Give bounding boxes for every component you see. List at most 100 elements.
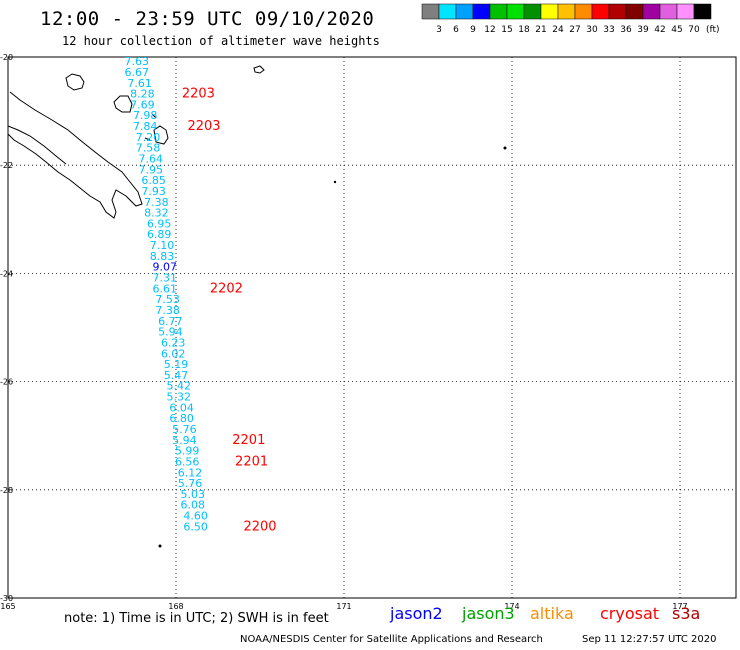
x-tick-label: 171	[336, 602, 351, 611]
legend-s3a: s3a	[672, 604, 701, 623]
swh-value: 5.47	[164, 369, 189, 382]
colorbar-label: 39	[637, 25, 649, 35]
y-tick-label: -22	[0, 161, 13, 170]
swh-value: 7.31	[153, 272, 178, 285]
y-tick-label: -28	[0, 486, 13, 495]
swh-value: 7.63	[125, 55, 150, 68]
swh-value: 7.64	[139, 152, 164, 165]
colorbar-label: 36	[620, 25, 632, 35]
coastline-segment	[151, 113, 157, 119]
swh-value: 5.32	[167, 391, 192, 404]
island-dot	[333, 180, 337, 184]
time-label: 2201	[232, 433, 265, 448]
colorbar-label: 12	[484, 25, 495, 35]
swh-value: 7.95	[139, 163, 164, 176]
y-tick-label: -30	[0, 594, 13, 603]
swh-value: 6.56	[175, 455, 200, 468]
swh-value: 6.85	[141, 174, 166, 187]
generated-timestamp: Sep 11 12:27:57 UTC 2020	[582, 634, 717, 645]
colorbar-label: 27	[569, 25, 580, 35]
swh-value: 5.94	[158, 326, 183, 339]
colorbar-label: 30	[586, 25, 598, 35]
swh-value: 8.32	[144, 207, 169, 220]
swh-value: 6.23	[161, 336, 186, 349]
swh-value: 6.02	[161, 347, 186, 360]
footer-note: note: 1) Time is in UTC; 2) SWH is in fe…	[64, 611, 329, 626]
time-label: 2203	[187, 119, 220, 134]
time-label: 2203	[182, 87, 215, 102]
colorbar-label: 42	[654, 25, 665, 35]
swh-value: 7.20	[136, 131, 161, 144]
swh-value: 8.28	[130, 88, 155, 101]
swh-value: 5.03	[181, 488, 206, 501]
colorbar-label: 9	[470, 25, 476, 35]
y-tick-label: -20	[0, 53, 13, 62]
coastline	[7, 65, 265, 219]
swh-value: 7.10	[150, 239, 175, 252]
swh-value: 6.08	[181, 499, 206, 512]
x-tick-label: 177	[672, 602, 687, 611]
chart-subtitle: 12 hour collection of altimeter wave hei…	[62, 34, 380, 48]
swh-value: 6.12	[178, 466, 203, 479]
chart-title: 12:00 - 23:59 UTC 09/10/2020	[40, 8, 375, 30]
coastline-segment	[144, 137, 151, 141]
coastline-segment	[153, 125, 169, 145]
swh-value: 6.95	[147, 217, 172, 230]
swh-value: 5.76	[178, 477, 203, 490]
swh-value: 7.98	[133, 109, 158, 122]
swh-value: 6.61	[153, 282, 178, 295]
swh-value: 8.83	[150, 250, 175, 263]
coastline-segment	[7, 125, 67, 165]
x-tick-label: 168	[168, 602, 183, 611]
colorbar-unit: (ft)	[706, 25, 720, 35]
island-dot	[158, 544, 162, 548]
swh-value: 6.80	[169, 412, 194, 425]
legend-altika: altika	[530, 604, 574, 623]
swh-value: 9.07	[153, 261, 178, 274]
island-dot	[503, 146, 507, 150]
time-label: 2200	[243, 519, 276, 534]
colorbar-label: 70	[688, 25, 700, 35]
colorbar-label: 24	[552, 25, 564, 35]
y-tick-label: -24	[0, 269, 13, 278]
swh-value: 6.50	[183, 520, 208, 533]
coastline-segment	[65, 73, 85, 91]
y-tick-label: -26	[0, 378, 13, 387]
swh-value: 6.67	[125, 66, 150, 79]
legend-jason3: jason3	[462, 604, 515, 623]
x-tick-label: 165	[0, 602, 15, 611]
swh-value: 7.53	[155, 293, 180, 306]
coastline-segment	[113, 95, 133, 113]
swh-value: 7.38	[155, 304, 180, 317]
swh-value: 7.58	[136, 142, 161, 155]
colorbar-label: 18	[518, 25, 530, 35]
colorbar-label: 45	[671, 25, 682, 35]
colorbar-label: 21	[535, 25, 546, 35]
legend-jason2: jason2	[390, 604, 443, 623]
legend-cryosat: cryosat	[600, 604, 660, 623]
colorbar-label: 6	[453, 25, 459, 35]
credit-text: NOAA/NESDIS Center for Satellite Applica…	[240, 634, 543, 645]
swh-value: 5.19	[164, 358, 189, 371]
swh-value: 5.94	[172, 434, 197, 447]
coastline-segment	[253, 65, 265, 74]
plot-frame	[7, 56, 737, 599]
swh-value: 7.84	[133, 120, 158, 133]
time-label: 2202	[210, 281, 243, 296]
swh-value: 7.61	[127, 77, 152, 90]
swh-value: 7.69	[130, 98, 155, 111]
x-tick-label: 174	[504, 602, 519, 611]
time-label: 2201	[235, 454, 268, 469]
colorbar-swatch	[693, 3, 712, 20]
colorbar-label: 3	[436, 25, 442, 35]
coastline-segment	[7, 91, 143, 219]
swh-value: 6.89	[147, 228, 172, 241]
swh-value: 5.76	[172, 423, 197, 436]
swh-value: 5.42	[167, 380, 192, 393]
colorbar-label: 33	[603, 25, 614, 35]
swh-value: 7.38	[144, 196, 169, 209]
swh-value: 6.77	[158, 315, 183, 328]
swh-value: 7.93	[141, 185, 166, 198]
swh-value: 6.04	[169, 401, 194, 414]
